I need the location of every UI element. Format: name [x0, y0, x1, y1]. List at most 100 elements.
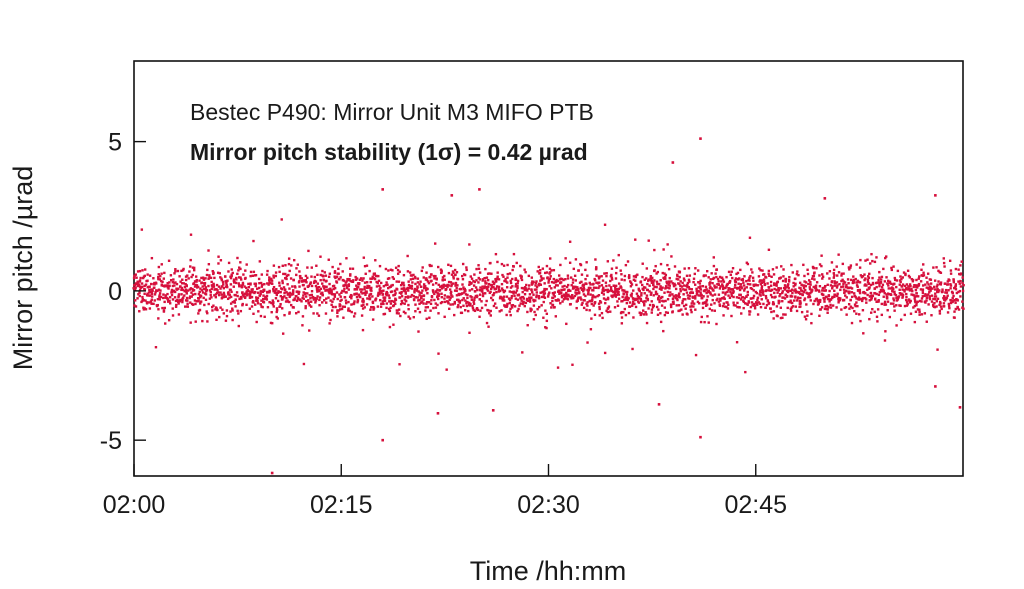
data-point: [648, 290, 651, 293]
data-point: [787, 278, 791, 282]
data-point: [650, 279, 654, 283]
data-point: [417, 299, 420, 302]
data-point: [207, 302, 210, 306]
data-point: [913, 295, 917, 298]
data-point: [199, 287, 202, 290]
data-point: [729, 290, 732, 294]
data-point: [792, 281, 795, 285]
data-point: [540, 304, 543, 307]
data-point: [323, 287, 326, 290]
data-point: [413, 287, 417, 291]
data-point: [875, 300, 878, 303]
data-point: [708, 281, 712, 284]
data-point: [141, 269, 144, 272]
data-point: [553, 306, 556, 309]
data-point: [239, 309, 243, 313]
outlier-point: [699, 435, 702, 439]
data-point: [736, 301, 739, 305]
data-point: [866, 293, 869, 297]
data-point: [397, 308, 401, 311]
data-point: [300, 277, 303, 280]
data-point: [402, 284, 406, 287]
data-point: [484, 267, 487, 271]
data-point: [381, 300, 385, 303]
data-point: [586, 341, 589, 344]
data-point: [395, 288, 399, 291]
data-point: [197, 312, 200, 315]
data-point: [328, 291, 332, 294]
data-point: [200, 289, 204, 292]
data-point: [792, 285, 795, 288]
data-point: [240, 286, 244, 289]
data-point: [736, 287, 739, 290]
data-point: [631, 300, 635, 303]
data-point: [808, 287, 812, 291]
data-point: [416, 281, 420, 284]
data-point: [869, 262, 872, 265]
data-point: [791, 271, 794, 274]
data-point: [861, 275, 865, 278]
data-point: [171, 307, 174, 310]
data-point: [158, 292, 162, 295]
data-point: [641, 262, 644, 265]
data-point: [752, 289, 755, 292]
data-point: [882, 290, 886, 293]
data-point: [392, 294, 395, 297]
data-point: [810, 312, 813, 316]
data-point: [604, 288, 607, 292]
data-point: [490, 286, 494, 289]
data-point: [744, 370, 747, 374]
data-point: [740, 287, 743, 290]
data-point: [821, 277, 824, 280]
data-point: [562, 278, 565, 282]
data-point: [314, 301, 317, 304]
data-point: [636, 297, 639, 301]
data-point: [380, 289, 384, 293]
data-point: [593, 313, 597, 317]
data-point: [528, 300, 532, 303]
data-point: [932, 297, 935, 301]
data-point: [954, 307, 957, 311]
data-point: [916, 300, 919, 303]
data-point: [950, 299, 953, 302]
data-point: [447, 263, 450, 267]
data-point: [710, 309, 714, 312]
data-point: [468, 280, 471, 284]
data-point: [946, 311, 950, 314]
data-point: [416, 307, 420, 310]
data-point: [935, 285, 939, 288]
data-point: [794, 291, 797, 294]
data-point: [274, 271, 278, 274]
data-point: [920, 300, 923, 303]
data-point: [890, 268, 894, 272]
data-point: [530, 288, 533, 291]
data-point: [902, 288, 906, 292]
data-point: [412, 294, 415, 298]
data-point: [227, 293, 230, 296]
data-point: [706, 303, 709, 306]
data-point: [169, 278, 173, 282]
data-point: [384, 283, 388, 287]
data-point: [429, 275, 432, 279]
data-point: [869, 298, 873, 301]
data-point: [752, 279, 755, 282]
data-point: [601, 316, 604, 320]
data-point: [355, 277, 359, 280]
data-point: [134, 286, 137, 289]
data-point: [388, 309, 392, 313]
data-point: [188, 270, 191, 273]
data-point: [751, 276, 755, 279]
data-point: [429, 273, 433, 276]
data-point: [749, 274, 752, 278]
data-point: [943, 265, 946, 268]
data-point: [157, 273, 160, 276]
data-point: [590, 317, 593, 320]
data-point: [256, 302, 260, 305]
data-point: [419, 280, 422, 283]
data-point: [715, 322, 718, 326]
data-point: [824, 305, 827, 308]
data-point: [480, 300, 483, 303]
data-point: [363, 281, 367, 284]
data-point: [184, 282, 187, 286]
data-point: [598, 281, 601, 284]
